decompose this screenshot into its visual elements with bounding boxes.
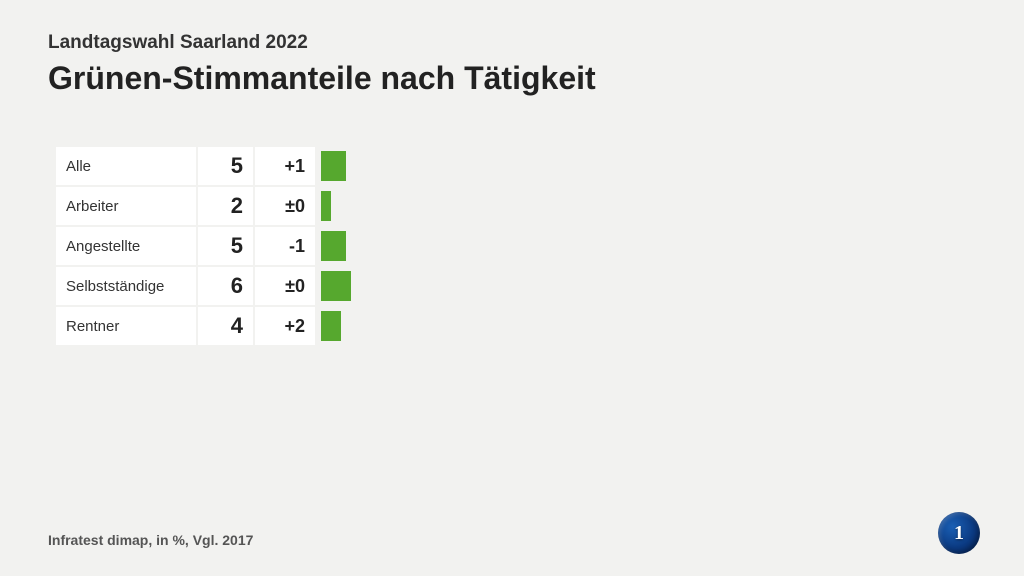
row-value: 5 <box>198 227 253 265</box>
table-row: Angestellte 5 -1 <box>56 227 976 265</box>
bar-container <box>321 307 341 345</box>
row-label: Rentner <box>56 307 196 345</box>
bar <box>321 231 346 261</box>
row-change: +1 <box>255 147 315 185</box>
bar-container <box>321 227 346 265</box>
row-label: Arbeiter <box>56 187 196 225</box>
row-value: 6 <box>198 267 253 305</box>
row-change: -1 <box>255 227 315 265</box>
row-change: +2 <box>255 307 315 345</box>
bar-container <box>321 147 346 185</box>
table-row: Rentner 4 +2 <box>56 307 976 345</box>
footer-source: Infratest dimap, in %, Vgl. 2017 <box>48 532 253 548</box>
row-label: Selbstständige <box>56 267 196 305</box>
bar <box>321 191 331 221</box>
table-row: Alle 5 +1 <box>56 147 976 185</box>
table-row: Selbstständige 6 ±0 <box>56 267 976 305</box>
bar <box>321 271 351 301</box>
row-value: 2 <box>198 187 253 225</box>
bar <box>321 151 346 181</box>
row-label: Alle <box>56 147 196 185</box>
row-value: 4 <box>198 307 253 345</box>
row-value: 5 <box>198 147 253 185</box>
chart-container: Alle 5 +1 Arbeiter 2 ±0 Angestellte 5 -1… <box>56 147 976 345</box>
row-change: ±0 <box>255 267 315 305</box>
chart-title: Grünen-Stimmanteile nach Tätigkeit <box>48 60 976 97</box>
row-change: ±0 <box>255 187 315 225</box>
chart-subtitle: Landtagswahl Saarland 2022 <box>48 32 976 54</box>
bar <box>321 311 341 341</box>
row-label: Angestellte <box>56 227 196 265</box>
table-row: Arbeiter 2 ±0 <box>56 187 976 225</box>
bar-container <box>321 267 351 305</box>
logo-text: 1 <box>954 522 964 545</box>
bar-container <box>321 187 331 225</box>
broadcaster-logo: 1 <box>938 512 980 554</box>
